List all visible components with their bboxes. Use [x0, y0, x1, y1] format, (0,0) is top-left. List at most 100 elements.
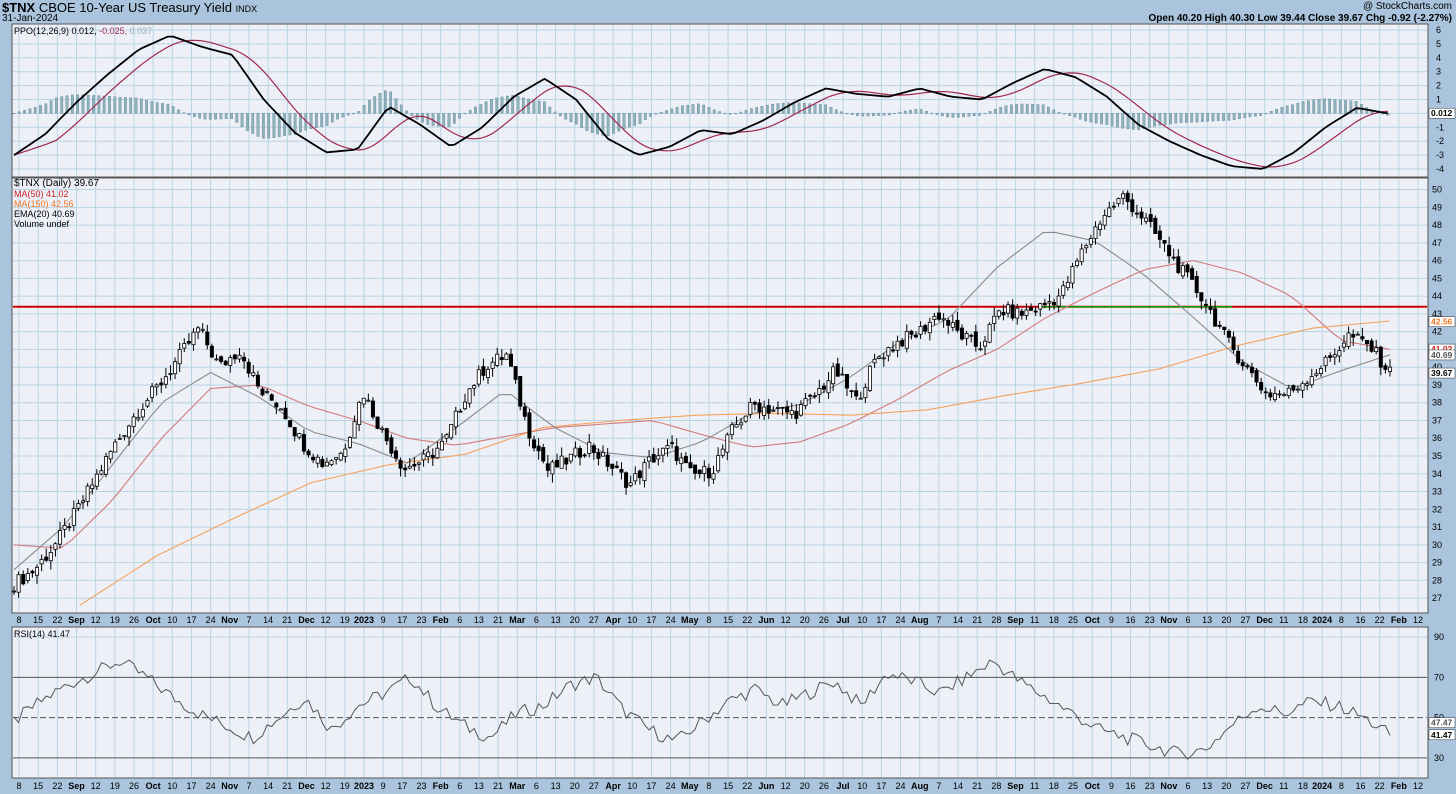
x-tick-label: 19 — [340, 781, 350, 791]
price-candle-body — [610, 463, 615, 469]
ppo-histogram-bar — [108, 96, 111, 114]
x-tick-label: 24 — [666, 615, 676, 625]
ppo-histogram-bar — [288, 113, 292, 136]
x-tick-label: Sep — [1007, 781, 1024, 791]
ppo-histogram-bar — [177, 109, 180, 114]
x-tick-label: 6 — [1186, 781, 1191, 791]
x-tick-label: Jun — [758, 781, 774, 791]
price-candle-body — [1185, 264, 1190, 273]
ppo-histogram-bar — [214, 113, 217, 120]
x-tick-label: 6 — [457, 781, 462, 791]
ppo-histogram-bar — [999, 107, 1003, 114]
ppo-histogram-bar — [437, 113, 440, 127]
ppo-histogram-bar — [1004, 105, 1008, 114]
price-candle-body — [1217, 324, 1222, 327]
price-candle-body — [858, 397, 863, 400]
ppo-histogram-bar — [675, 106, 679, 114]
ppo-histogram-bar — [102, 95, 106, 114]
ppo-histogram-bar — [1264, 113, 1268, 115]
ppo-histogram-bar — [76, 94, 80, 114]
x-tick-label: 8 — [16, 615, 21, 625]
price-tick-label: 38 — [1432, 398, 1442, 408]
legend-ma150: MA(150) 42.56 — [14, 199, 74, 209]
ppo-histogram-bar — [166, 103, 170, 114]
price-candle-body — [163, 376, 168, 385]
chart-date: 31-Jan-2024 — [2, 13, 59, 24]
price-candle-body — [306, 450, 311, 456]
price-candle-body — [476, 369, 481, 385]
ppo-histogram-bar — [44, 103, 48, 114]
x-tick-label: Dec — [298, 781, 315, 791]
ppo-histogram-bar — [755, 107, 759, 114]
ma150-value-tag-bg — [1428, 316, 1456, 327]
price-tick-label: 45 — [1432, 273, 1442, 283]
price-candle-body — [444, 434, 449, 439]
ppo-histogram-bar — [410, 113, 414, 116]
ppo-histogram-bar — [590, 113, 594, 133]
x-tick-label: 17 — [646, 781, 656, 791]
price-candle-body — [1038, 303, 1043, 310]
ppo-histogram-bar — [1068, 113, 1072, 117]
ppo-histogram-bar — [834, 109, 838, 114]
price-candle-body — [407, 465, 412, 469]
ppo-histogram-bar — [1169, 113, 1172, 125]
price-candle-body — [324, 461, 329, 467]
price-candle-body — [817, 387, 822, 395]
ppo-histogram-bar — [829, 107, 833, 114]
x-tick-label: 24 — [206, 781, 216, 791]
price-candle-body — [1061, 285, 1066, 296]
ppo-histogram-bar — [771, 103, 774, 114]
ppo-histogram-bar — [543, 101, 546, 114]
price-tick-label: 46 — [1432, 256, 1442, 266]
x-tick-label: 20 — [800, 781, 810, 791]
price-candle-body — [1263, 391, 1268, 394]
ppo-histogram-bar — [1121, 113, 1125, 129]
price-panel-bg — [11, 177, 1429, 614]
price-candle-body — [58, 530, 63, 545]
ppo-histogram-bar — [1057, 112, 1061, 114]
x-tick-label: 22 — [742, 781, 752, 791]
price-candle-body — [426, 451, 431, 457]
x-tick-label: 21 — [282, 781, 292, 791]
ppo-histogram-bar — [808, 103, 812, 114]
ppo-histogram-bar — [1322, 98, 1326, 114]
price-candle-body — [808, 394, 813, 397]
price-candle-body — [416, 462, 421, 465]
ppo-histogram-bar — [230, 113, 233, 119]
ppo-histogram-bar — [574, 113, 578, 125]
x-tick-label: Aug — [911, 615, 929, 625]
ppo-histogram-bar — [1020, 103, 1024, 114]
price-candle-body — [228, 357, 233, 366]
price-tick-label: 44 — [1432, 291, 1442, 301]
ppo-histogram-bar — [744, 110, 748, 114]
price-candle-body — [347, 437, 352, 448]
ppo-tick-label: 6 — [1436, 25, 1441, 35]
price-candle-body — [1222, 326, 1227, 330]
x-tick-label: 9 — [1109, 615, 1114, 625]
ppo-histogram-bar — [240, 113, 244, 127]
ppo-histogram-bar — [208, 113, 212, 120]
ppo-histogram-bar — [760, 106, 764, 114]
ppo-histogram-bar — [633, 113, 637, 126]
ppo-tick-label: 5 — [1436, 39, 1441, 49]
x-tick-label: 10 — [167, 615, 177, 625]
price-candle-body — [651, 454, 656, 463]
ppo-histogram-bar — [1052, 109, 1056, 114]
price-candle-body — [683, 456, 688, 464]
price-tick-label: 31 — [1432, 522, 1442, 532]
x-tick-label: 13 — [1202, 781, 1212, 791]
price-candle-body — [720, 448, 725, 456]
x-tick-label: 13 — [474, 615, 484, 625]
price-candle-body — [329, 460, 334, 466]
price-candle-body — [1019, 310, 1024, 316]
rsi-tick-label: 30 — [1434, 753, 1444, 763]
x-tick-label: 18 — [1049, 781, 1059, 791]
ppo-histogram-bar — [426, 113, 430, 125]
x-tick-label: 19 — [340, 615, 350, 625]
ppo-histogram-bar — [60, 96, 64, 114]
price-candle-body — [1162, 240, 1167, 244]
ppo-histogram-bar — [643, 113, 647, 120]
ppo-line — [13, 35, 1389, 170]
x-tick-label: 11 — [1030, 615, 1039, 625]
ppo-histogram-bar — [967, 113, 971, 117]
